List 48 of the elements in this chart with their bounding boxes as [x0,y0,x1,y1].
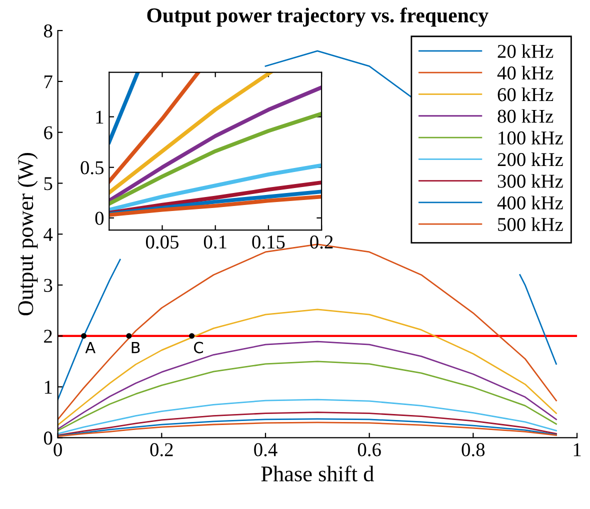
legend-label: 400 kHz [497,196,563,210]
x-tick-label: 1 [574,443,581,456]
legend-label: 80 kHz [498,109,554,123]
y-tick-label: 0.5 [80,161,104,174]
line-series [58,412,557,436]
x-axis-title: Phase shift d [261,466,374,482]
y-tick-label: 8 [44,24,52,38]
line-series [58,418,557,436]
line-series [109,112,322,206]
legend-label: 300 kHz [498,174,563,188]
line-series [109,72,273,195]
y-tick-label: 5 [44,177,52,190]
y-tick-label: 1 [44,380,52,394]
annotation: C [194,342,203,354]
annotation: A [85,342,96,354]
legend-label: 60 kHz [498,88,554,102]
line-series [109,194,322,217]
x-tick-label: 0.6 [358,443,381,456]
x-tick-label: 0.15 [252,235,285,249]
line-series [58,308,557,426]
x-tick-label: 0.2 [150,443,173,456]
y-tick-label: 6 [44,126,52,140]
line-series [109,163,322,212]
line-series [58,340,557,430]
legend-label: 200 kHz [498,152,563,166]
legend-label: 20 kHz [498,44,554,58]
legend-label: 40 kHz [497,66,554,80]
y-axis-title: Output power (W) [18,153,38,316]
x-tick-label: 0.1 [204,235,226,249]
annotation: B [132,342,140,354]
chart-title: Output power trajectory vs. frequency [147,8,488,27]
y-tick-label: 1 [96,110,104,124]
x-tick-label: 0.05 [146,235,179,249]
y-tick-label: 2 [44,330,52,343]
x-tick-label: 0.8 [462,443,485,456]
line-series [58,360,557,432]
y-tick-label: 0 [95,212,104,225]
y-tick-label: 0 [44,432,52,445]
legend-label: 500 kHz [498,217,563,232]
line-series [58,398,557,434]
y-tick-label: 3 [44,278,52,292]
y-tick-label: 4 [44,228,53,241]
line-series [109,86,322,203]
line-series [58,422,557,437]
y-tick-label: 7 [44,75,52,88]
legend-label: 100 kHz [498,130,563,145]
x-tick-label: 0 [54,443,62,456]
x-tick-label: 0.4 [254,443,278,456]
